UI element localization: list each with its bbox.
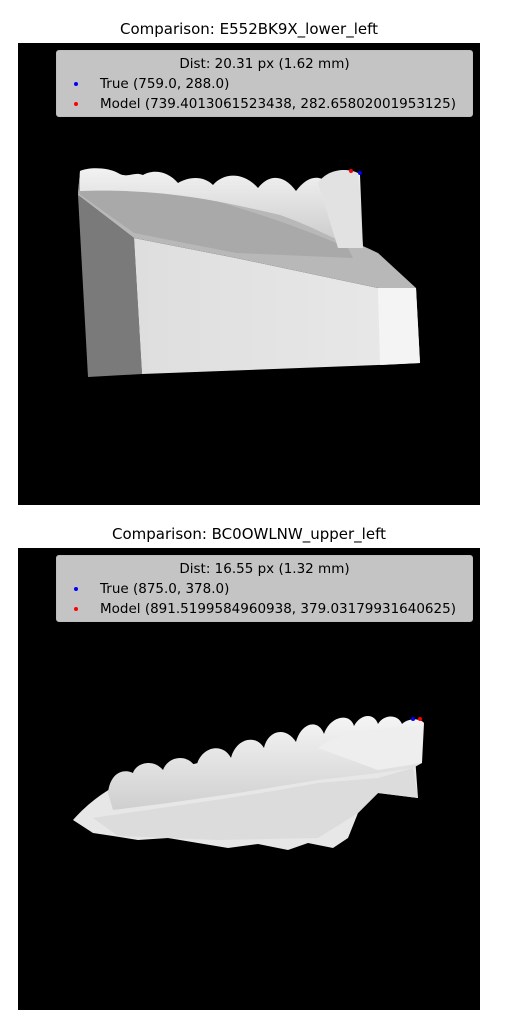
legend: Dist: 16.55 px (1.32 mm) True (875.0, 37… <box>56 555 473 622</box>
legend-label: True (875.0, 378.0) <box>100 581 230 597</box>
chart-title: Comparison: E552BK9X_lower_left <box>120 20 378 38</box>
chart-panel-1: Comparison: E552BK9X_lower_left <box>18 20 480 505</box>
dental-scan-image <box>73 715 424 850</box>
plot-area: Dist: 20.31 px (1.62 mm) True (759.0, 28… <box>18 43 480 505</box>
legend-label: Model (891.5199584960938, 379.0317993164… <box>100 601 456 617</box>
legend-entry-model: Model (739.4013061523438, 282.6580200195… <box>57 96 472 114</box>
legend-label: True (759.0, 288.0) <box>100 76 230 92</box>
legend-title: Dist: 20.31 px (1.62 mm) <box>179 56 350 72</box>
legend-entry-true: True (759.0, 288.0) <box>57 76 472 94</box>
legend-marker-red <box>74 102 78 106</box>
plot-area: Dist: 16.55 px (1.32 mm) True (875.0, 37… <box>18 548 480 1010</box>
legend-entry-model: Model (891.5199584960938, 379.0317993164… <box>57 601 472 619</box>
legend-title: Dist: 16.55 px (1.32 mm) <box>179 561 350 577</box>
dental-scan-image <box>78 168 420 377</box>
legend: Dist: 20.31 px (1.62 mm) True (759.0, 28… <box>56 50 473 117</box>
legend-label: Model (739.4013061523438, 282.6580200195… <box>100 96 456 112</box>
legend-marker-blue <box>74 587 78 591</box>
legend-marker-red <box>74 607 78 611</box>
legend-marker-blue <box>74 82 78 86</box>
legend-entry-true: True (875.0, 378.0) <box>57 581 472 599</box>
chart-title: Comparison: BC0OWLNW_upper_left <box>112 525 386 543</box>
